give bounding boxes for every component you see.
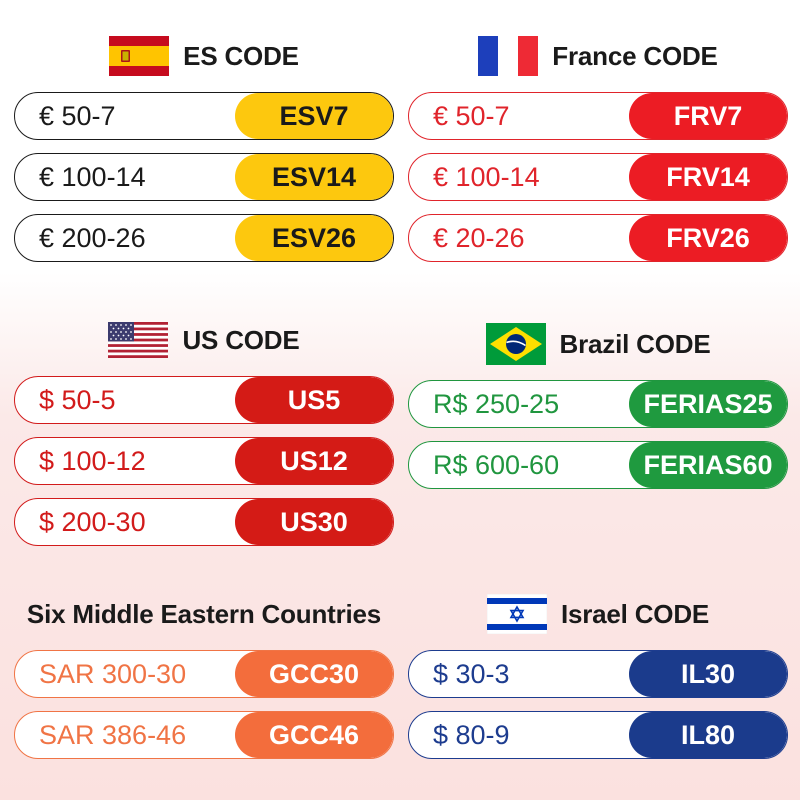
- usa-flag-icon: [108, 322, 169, 358]
- es-code-header: ES CODE: [14, 36, 394, 76]
- coupon-amount: $ 200-30: [39, 506, 146, 537]
- gcc-code-title: Six Middle Eastern Countries: [26, 598, 382, 629]
- coupon-code[interactable]: US5: [235, 377, 393, 423]
- coupon-code[interactable]: IL80: [629, 712, 787, 758]
- es-code-section: ES CODE € 50-7 ESV7 € 100-14 ESV14 € 200…: [14, 36, 394, 262]
- brazil-flag-icon: [485, 323, 546, 365]
- coupon-row[interactable]: $ 100-12 US12: [14, 437, 394, 485]
- coupon-amount: R$ 600-60: [433, 449, 560, 480]
- coupon-row[interactable]: € 100-14 ESV14: [14, 153, 394, 201]
- france-flag-icon: [478, 36, 539, 76]
- israel-code-title: Israel CODE: [560, 598, 710, 629]
- us-code-header: US CODE: [14, 320, 394, 360]
- brazil-code-section: Brazil CODE R$ 250-25 FERIAS25 R$ 600-60…: [408, 323, 788, 489]
- coupon-amount: SAR 300-30: [39, 658, 187, 689]
- gcc-code-header: Six Middle Eastern Countries: [14, 594, 394, 634]
- coupon-code[interactable]: FRV7: [629, 93, 787, 139]
- us-code-section: US CODE $ 50-5 US5 $ 100-12 US12 $ 200-3…: [14, 320, 394, 546]
- coupon-row[interactable]: SAR 386-46 GCC46: [14, 711, 394, 759]
- coupon-amount: $ 100-12: [39, 445, 146, 476]
- coupon-amount: € 200-26: [39, 222, 146, 253]
- spain-flag-icon: [109, 36, 170, 76]
- coupon-code[interactable]: GCC46: [235, 712, 393, 758]
- coupon-code[interactable]: IL30: [629, 651, 787, 697]
- coupon-row[interactable]: € 50-7 ESV7: [14, 92, 394, 140]
- coupon-row[interactable]: € 20-26 FRV26: [408, 214, 788, 262]
- coupon-amount: € 20-26: [433, 222, 525, 253]
- coupon-amount: € 50-7: [433, 100, 510, 131]
- coupon-code[interactable]: FERIAS25: [629, 381, 787, 427]
- israel-flag-icon: [486, 594, 547, 634]
- brazil-code-header: Brazil CODE: [408, 323, 788, 365]
- coupon-code[interactable]: FRV26: [629, 215, 787, 261]
- brazil-code-title: Brazil CODE: [559, 328, 711, 359]
- france-code-title: France CODE: [552, 40, 718, 71]
- coupon-code[interactable]: US30: [235, 499, 393, 545]
- coupon-row[interactable]: € 50-7 FRV7: [408, 92, 788, 140]
- coupon-row[interactable]: € 200-26 ESV26: [14, 214, 394, 262]
- es-code-title: ES CODE: [183, 40, 299, 71]
- coupon-code[interactable]: GCC30: [235, 651, 393, 697]
- coupon-amount: $ 50-5: [39, 384, 116, 415]
- gcc-code-section: Six Middle Eastern Countries SAR 300-30 …: [14, 594, 394, 759]
- coupon-amount: € 100-14: [433, 161, 540, 192]
- coupon-code[interactable]: ESV7: [235, 93, 393, 139]
- coupon-amount: SAR 386-46: [39, 719, 187, 750]
- coupon-code[interactable]: FRV14: [629, 154, 787, 200]
- israel-code-section: Israel CODE $ 30-3 IL30 $ 80-9 IL80: [408, 594, 788, 759]
- coupon-row[interactable]: SAR 300-30 GCC30: [14, 650, 394, 698]
- france-code-section: France CODE € 50-7 FRV7 € 100-14 FRV14 €…: [408, 36, 788, 262]
- coupon-row[interactable]: $ 50-5 US5: [14, 376, 394, 424]
- coupon-row[interactable]: $ 200-30 US30: [14, 498, 394, 546]
- coupon-amount: $ 30-3: [433, 658, 510, 689]
- israel-code-header: Israel CODE: [408, 594, 788, 634]
- coupon-code[interactable]: US12: [235, 438, 393, 484]
- coupon-amount: R$ 250-25: [433, 388, 560, 419]
- us-code-title: US CODE: [182, 324, 300, 355]
- coupon-amount: € 50-7: [39, 100, 116, 131]
- coupon-row[interactable]: R$ 600-60 FERIAS60: [408, 441, 788, 489]
- coupon-code[interactable]: ESV26: [235, 215, 393, 261]
- coupon-code[interactable]: ESV14: [235, 154, 393, 200]
- coupon-amount: € 100-14: [39, 161, 146, 192]
- coupon-code[interactable]: FERIAS60: [629, 442, 787, 488]
- coupon-amount: $ 80-9: [433, 719, 510, 750]
- coupon-row[interactable]: € 100-14 FRV14: [408, 153, 788, 201]
- coupon-row[interactable]: $ 30-3 IL30: [408, 650, 788, 698]
- france-code-header: France CODE: [408, 36, 788, 76]
- coupon-row[interactable]: $ 80-9 IL80: [408, 711, 788, 759]
- coupon-row[interactable]: R$ 250-25 FERIAS25: [408, 380, 788, 428]
